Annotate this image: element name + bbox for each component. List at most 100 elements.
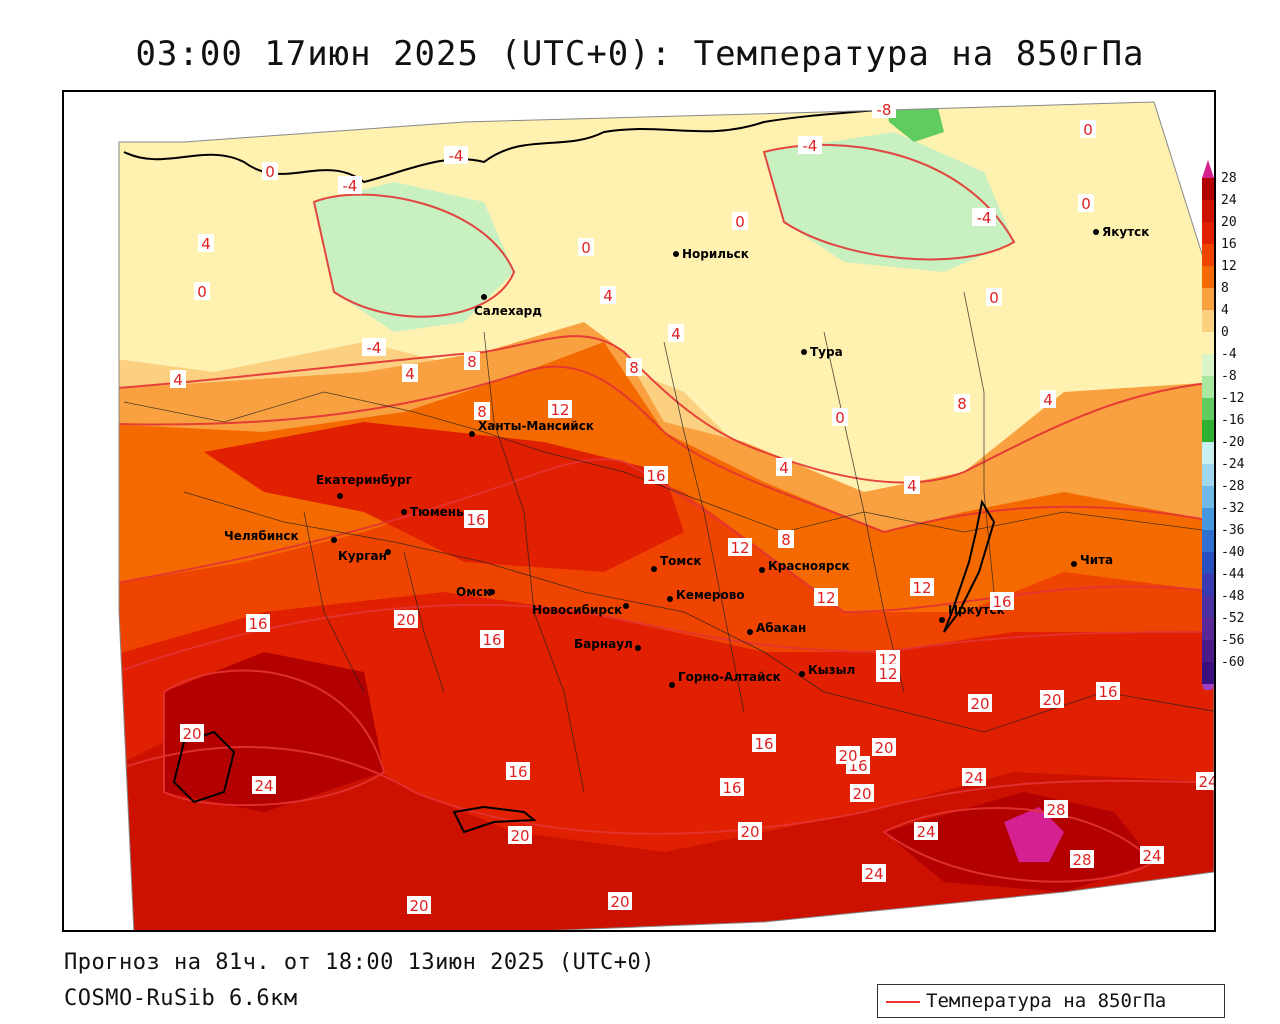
scale-color-step: [1202, 662, 1214, 684]
isotherm-label-background: [464, 352, 480, 370]
map-title: 03:00 17июн 2025 (UTC+0): Температура на…: [135, 34, 1145, 74]
city-marker: Ханты-Мансийск: [469, 419, 594, 437]
isotherm-value-label: 24: [1196, 772, 1214, 791]
city-dot: [667, 596, 673, 602]
isotherm-label-background: [444, 146, 468, 164]
city-label: Екатеринбург: [316, 473, 412, 487]
legend-label: Температура на 850гПа: [926, 990, 1167, 1012]
isotherm-label-background: [872, 738, 896, 756]
isotherm-label-background: [990, 592, 1014, 610]
forecast-info: Прогноз на 81ч. от 18:00 13июн 2025 (UTC…: [64, 950, 656, 975]
isotherm-label-text: 0: [1081, 195, 1091, 213]
city-dot: [489, 589, 495, 595]
isotherm-label-background: [1040, 390, 1056, 408]
scale-tick-label: 0: [1221, 325, 1229, 340]
scale-color-step: [1202, 486, 1214, 508]
isotherm-label-text: 16: [482, 631, 501, 649]
isotherm-label-text: 16: [248, 615, 267, 633]
isotherm-label-text: 20: [838, 747, 857, 765]
scale-tick-label: 20: [1221, 215, 1237, 230]
isotherm-value-label: 4: [198, 234, 214, 253]
isotherm-label-text: 0: [581, 239, 591, 257]
isotherm-value-label: 0: [578, 238, 594, 257]
isotherm-label-text: 12: [816, 589, 835, 607]
city-dot: [939, 617, 945, 623]
scale-bottom-arrow: [1202, 684, 1214, 702]
legend-line-swatch: [886, 1001, 920, 1003]
isotherm-label-background: [198, 234, 214, 252]
isotherm-label-background: [836, 746, 860, 764]
isotherm-label-background: [876, 650, 900, 668]
scale-tick-label: 28: [1221, 171, 1237, 186]
isotherm-label-text: 4: [779, 459, 789, 477]
city-label: Норильск: [682, 247, 749, 261]
isotherm-label-background: [626, 358, 642, 376]
isotherm-label-background: [850, 784, 874, 802]
isotherm-label-text: 20: [1042, 691, 1061, 709]
city-dot: [331, 537, 337, 543]
isotherm-label-background: [474, 402, 490, 420]
isotherm-label-background: [910, 578, 934, 596]
isotherm-label-text: 4: [201, 235, 211, 253]
isotherm-label-background: [1140, 846, 1164, 864]
city-dot: [799, 671, 805, 677]
isotherm-value-label: 16: [990, 592, 1014, 611]
isotherm-label-background: [1044, 800, 1068, 818]
isotherm-label-text: 0: [197, 283, 207, 301]
isotherm-value-label: 4: [170, 370, 186, 389]
isotherm-value-label: 24: [862, 864, 886, 883]
isotherm-label-text: 8: [629, 359, 639, 377]
isotherm-label-background: [407, 896, 431, 914]
isotherm-value-label: 0: [1080, 120, 1096, 139]
city-marker: Красноярск: [759, 559, 850, 573]
isotherm-value-label: 24: [914, 822, 938, 841]
isotherm-label-text: 16: [754, 735, 773, 753]
city-label: Абакан: [756, 621, 806, 635]
scale-color-step: [1202, 596, 1214, 618]
scale-tick-label: -60: [1221, 655, 1245, 670]
city-marker: Якутск: [1093, 225, 1149, 239]
scale-color-step: [1202, 618, 1214, 640]
isotherm-value-label: 4: [1040, 390, 1056, 409]
isotherm-value-label: 20: [738, 822, 762, 841]
city-dot: [1093, 229, 1099, 235]
isotherm-label-text: 20: [610, 893, 629, 911]
city-label: Курган: [338, 549, 387, 563]
isotherm-label-text: 20: [852, 785, 871, 803]
isotherm-value-label: 0: [262, 162, 278, 181]
city-label: Кемерово: [676, 588, 745, 602]
scale-color-step: [1202, 420, 1214, 442]
isotherm-value-label: 20: [968, 694, 992, 713]
isotherm-label-text: 16: [992, 593, 1011, 611]
scale-color-step: [1202, 266, 1214, 288]
isotherm-value-label: 16: [644, 466, 668, 485]
isotherm-label-text: -4: [449, 147, 464, 165]
city-dot: [669, 682, 675, 688]
isotherm-label-background: [814, 588, 838, 606]
isotherm-label-background: [402, 364, 418, 382]
scale-tick-label: -32: [1221, 501, 1245, 516]
isotherm-label-background: [362, 338, 386, 356]
isotherm-label-text: 28: [1072, 851, 1091, 869]
scale-tick-label: 8: [1221, 281, 1229, 296]
isotherm-label-background: [1096, 682, 1120, 700]
isotherm-label-text: 0: [835, 409, 845, 427]
isotherm-label-background: [752, 734, 776, 752]
scale-tick-label: -4: [1221, 347, 1237, 362]
scale-tick-label: -16: [1221, 413, 1245, 428]
scale-tick-label: 16: [1221, 237, 1237, 252]
isotherm-value-label: 16: [246, 614, 270, 633]
temperature-map: Норильск Салехард Якутск Тура Ханты-Мансийск…: [118, 100, 1214, 930]
isotherm-label-background: [738, 822, 762, 840]
scale-color-step: [1202, 244, 1214, 266]
isotherm-label-text: 16: [722, 779, 741, 797]
city-label: Тура: [810, 345, 843, 359]
isotherm-label-text: 20: [182, 725, 201, 743]
city-marker: Чита: [1071, 553, 1113, 567]
city-dot: [1071, 561, 1077, 567]
city-label: Кызыл: [808, 663, 855, 677]
scale-tick-label: -52: [1221, 611, 1245, 626]
city-dot: [747, 629, 753, 635]
isotherm-value-label: 24: [962, 768, 986, 787]
scale-tick-label: 24: [1221, 193, 1237, 208]
